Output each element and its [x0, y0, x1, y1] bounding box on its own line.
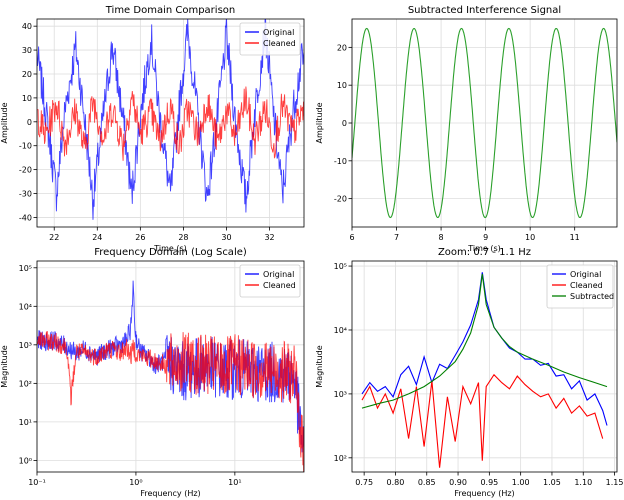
y-tick-label: 10² [334, 454, 347, 463]
legend-label: Cleaned [570, 281, 603, 290]
legend: Original Cleaned [239, 264, 301, 298]
y-tick-label: 10² [19, 379, 32, 388]
legend-label: Subtracted [570, 292, 614, 301]
axes-frame [351, 260, 618, 473]
x-tick-label: 10⁰ [129, 478, 142, 487]
x-tick-label: 1.15 [606, 478, 624, 487]
y-tick-label: 10⁴ [19, 302, 32, 311]
y-axis-label: Magnitude [0, 345, 9, 387]
x-tick-label: 11 [570, 233, 580, 242]
legend: Original Cleaned [239, 22, 301, 56]
y-tick-label: 10⁰ [19, 456, 32, 465]
x-tick-label: 6 [349, 233, 354, 242]
y-tick-label: 10⁵ [334, 262, 347, 271]
series-line-cleaned [37, 331, 304, 472]
x-axis-label: Time (s) [467, 244, 501, 253]
plot-area [37, 19, 304, 220]
y-tick-label: 0 [342, 119, 347, 128]
y-tick-label: -10 [19, 142, 32, 151]
x-tick-label: 0.75 [355, 478, 373, 487]
legend-label: Original [263, 270, 294, 279]
x-tick-label: 1.10 [574, 478, 592, 487]
chart-panel-1: 22 24 26 28 30 32 -40 -30 -20 -10 0 10 20 30 40 Time Do… [0, 5, 305, 253]
series-line-signal [352, 27, 617, 219]
legend-box [239, 264, 301, 298]
chart-panel-3: 10⁻¹ 10⁰ 10¹ 10⁰ 10¹ 10² 10³ 10⁴ 10⁵ Frequency Do… [0, 247, 305, 498]
legend-label: Cleaned [263, 281, 296, 290]
x-tick-label: 0.80 [387, 478, 405, 487]
legend-box [239, 22, 301, 56]
plot-area [37, 280, 304, 472]
chart-title: Subtracted Interference Signal [408, 5, 561, 16]
chart-title: Zoom: 0.7 - 1.1 Hz [438, 247, 531, 258]
y-tick-label: 10⁵ [19, 264, 32, 273]
y-tick-label: 10³ [334, 390, 347, 399]
x-tick-label: 7 [394, 233, 399, 242]
legend-label: Original [570, 270, 601, 279]
y-tick-label: 10 [22, 94, 32, 103]
y-tick-label: -10 [334, 157, 347, 166]
x-tick-label: 10¹ [228, 478, 241, 487]
x-tick-label: 22 [49, 233, 59, 242]
legend-box [546, 264, 614, 309]
y-tick-label: 40 [22, 22, 32, 31]
x-tick-label: 32 [264, 233, 274, 242]
legend-label: Original [263, 28, 294, 37]
legend-label: Cleaned [263, 39, 296, 48]
x-tick-label: 0.95 [480, 478, 498, 487]
plot-area [361, 272, 608, 468]
plot-area [352, 27, 617, 219]
y-tick-label: -30 [19, 190, 32, 199]
y-tick-label: 20 [337, 43, 347, 52]
y-tick-label: -20 [334, 195, 347, 204]
x-tick-label: 0.85 [418, 478, 436, 487]
y-tick-label: 10¹ [19, 418, 32, 427]
y-tick-label: -20 [19, 166, 32, 175]
x-tick-label: 1.00 [512, 478, 530, 487]
x-tick-label: 9 [483, 233, 488, 242]
legend: Original Cleaned Subtracted [546, 264, 614, 309]
x-tick-label: 30 [221, 233, 231, 242]
y-axis-label: Amplitude [315, 102, 324, 143]
y-tick-label: 20 [22, 70, 32, 79]
x-tick-label: 24 [92, 233, 102, 242]
x-tick-label: 10 [525, 233, 535, 242]
x-axis-label: Frequency (Hz) [454, 489, 514, 498]
series-line-subtracted [361, 273, 608, 409]
axes-frame [36, 18, 305, 228]
chart-panel-4: 0.75 0.80 0.85 0.90 0.95 1.00 1.05 1.10 1.15 10² 1… [315, 247, 623, 498]
y-tick-label: -40 [19, 213, 32, 222]
x-axis-label: Time (s) [153, 244, 187, 253]
series-line-cleaned [361, 373, 604, 468]
x-tick-label: 10⁻¹ [28, 478, 46, 487]
y-axis-label: Magnitude [315, 345, 324, 387]
axes-frame [36, 260, 305, 473]
y-tick-label: 0 [27, 118, 32, 127]
x-tick-label: 1.05 [543, 478, 561, 487]
y-tick-label: 10 [337, 81, 347, 90]
x-tick-label: 26 [135, 233, 145, 242]
chart-panel-2: 6 7 8 9 10 11 -20 -10 0 10 20 Subtracted Interferen… [315, 5, 618, 253]
x-axis-label: Frequency (Hz) [140, 489, 200, 498]
series-line-cleaned [37, 86, 304, 161]
y-tick-label: 10⁴ [334, 326, 347, 335]
x-tick-label: 28 [178, 233, 188, 242]
y-tick-label: 30 [22, 46, 32, 55]
y-axis-label: Amplitude [0, 102, 9, 143]
x-tick-label: 0.90 [449, 478, 467, 487]
x-tick-label: 8 [439, 233, 444, 242]
chart-title: Frequency Domain (Log Scale) [94, 247, 247, 258]
series-line-original [37, 19, 304, 220]
chart-title: Time Domain Comparison [105, 5, 236, 16]
y-tick-label: 10³ [19, 341, 32, 350]
